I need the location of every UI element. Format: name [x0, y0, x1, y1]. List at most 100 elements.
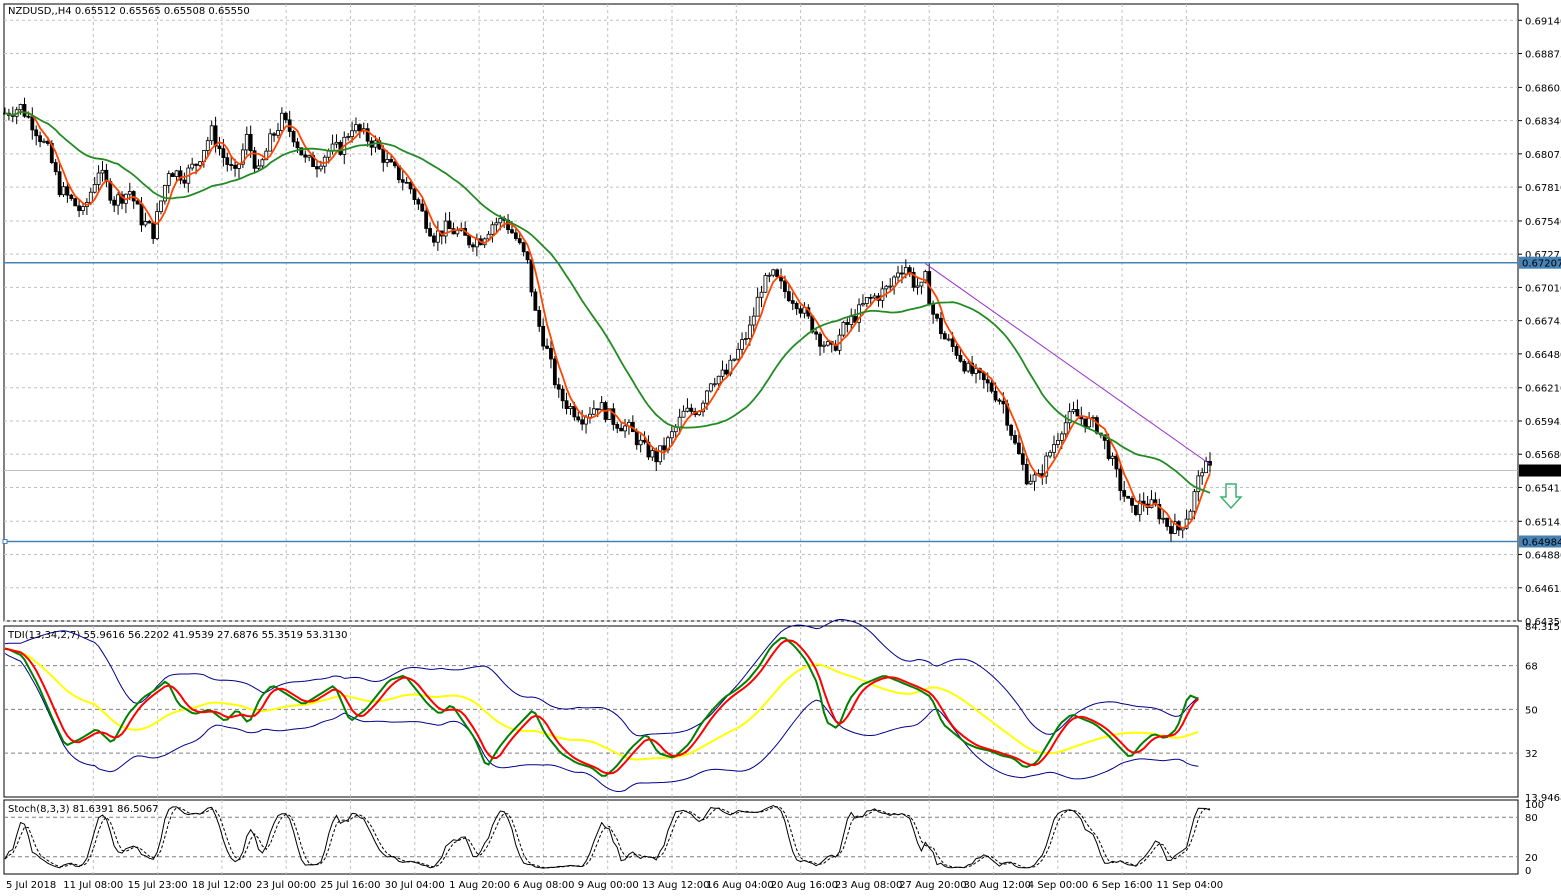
candle-body [1071, 409, 1076, 413]
stoch-series [4, 805, 1211, 869]
tdi-signal-line [4, 639, 1199, 775]
x-tick-label: 9 Aug 00:00 [578, 880, 639, 891]
candle-body [205, 140, 210, 151]
level-price-tag-label: 0.67207 [1522, 259, 1561, 270]
candle-body [65, 186, 70, 196]
stoch-panel[interactable] [3, 799, 1519, 875]
candle-body [1087, 417, 1092, 428]
candle-body [357, 124, 362, 132]
y-tick-label: 0.67275 [1525, 250, 1561, 261]
candle-body [22, 104, 27, 117]
y-tick-label: 0.64615 [1525, 584, 1561, 595]
candle-body [120, 194, 124, 204]
tdi-panel[interactable] [3, 625, 1519, 798]
candle-body [903, 267, 908, 275]
candle-body [853, 316, 858, 323]
candle-body [1013, 435, 1017, 444]
candle-body [155, 211, 159, 239]
candle-body [1192, 491, 1197, 512]
candle-body [650, 450, 655, 458]
candle-body [248, 134, 253, 152]
candle-body [174, 170, 179, 177]
x-tick-label: 30 Aug 12:00 [964, 880, 1031, 891]
candle-body [1137, 500, 1142, 515]
candle-body [755, 296, 760, 317]
stoch-y-tick-label: 80 [1525, 813, 1538, 824]
candle-body [919, 281, 924, 287]
x-tick-label: 4 Sep 00:00 [1028, 880, 1088, 891]
candle-body [428, 228, 432, 237]
candle-body [1063, 422, 1068, 435]
candle-body [330, 143, 335, 152]
x-tick-label: 18 Jul 12:00 [192, 880, 252, 891]
candle-body [381, 148, 386, 163]
candle-body [490, 224, 495, 235]
candle-body [1110, 455, 1115, 459]
candle-body [1059, 433, 1064, 441]
candle-body [1083, 418, 1088, 428]
tdi-y-tick-label: 50 [1525, 705, 1538, 716]
candle-body [365, 128, 370, 142]
candle-body [736, 348, 741, 360]
candle-body [818, 333, 822, 347]
candle-body [740, 339, 744, 350]
candle-body [252, 150, 257, 169]
candle-body [915, 285, 920, 288]
candle-body [572, 406, 577, 418]
candle-body [1095, 417, 1099, 434]
candle-body [568, 406, 573, 409]
candle-body [30, 116, 35, 131]
candle-body [170, 173, 175, 177]
x-tick-label: 11 Sep 04:00 [1156, 880, 1223, 891]
candle-body [100, 169, 105, 174]
candle-body [435, 230, 440, 243]
tdi-upper-band [4, 618, 1199, 737]
candle-body [73, 198, 78, 207]
candle-body [896, 272, 900, 278]
candle-body [1161, 517, 1166, 520]
x-tick-label: 25 Jul 16:00 [321, 880, 381, 891]
candle-body [584, 416, 588, 425]
candle-body [1114, 455, 1119, 470]
candle-body [326, 150, 331, 158]
candle-body [350, 130, 354, 137]
candle-body [907, 267, 912, 273]
candle-body [712, 383, 717, 386]
candle-body [576, 416, 581, 421]
stoch-main-line [4, 805, 1211, 869]
candle-body [872, 295, 877, 299]
current-price-tag [1519, 464, 1561, 477]
candle-body [194, 163, 198, 166]
candle-body [256, 165, 261, 169]
candle-body [942, 333, 947, 340]
candle-body [985, 379, 990, 384]
candle-body [1001, 400, 1006, 405]
candle-body [549, 347, 553, 360]
candle-body [198, 161, 202, 166]
candle-body [545, 345, 549, 349]
candle-body [1028, 480, 1033, 485]
candle-body [57, 171, 62, 196]
level-anchor-handle [2, 538, 8, 544]
candle-body [595, 408, 600, 411]
candle-body [763, 275, 768, 293]
tdi-series [4, 618, 1199, 793]
stoch-y-tick-label: 0 [1525, 866, 1531, 877]
price-series [2, 97, 1518, 544]
candle-body [767, 274, 772, 277]
candle-body [1165, 517, 1170, 527]
candle-body [716, 375, 721, 385]
level-price-tag-label: 0.64984 [1522, 537, 1561, 548]
candle-body [759, 291, 764, 298]
candle-body [1032, 474, 1037, 482]
candle-body [1196, 475, 1201, 493]
x-tick-label: 27 Aug 20:00 [899, 880, 966, 891]
grid-lines [4, 4, 1518, 874]
candle-body [408, 182, 413, 190]
candle-body [26, 115, 31, 118]
candle-body [970, 362, 975, 374]
candle-body [112, 199, 117, 206]
